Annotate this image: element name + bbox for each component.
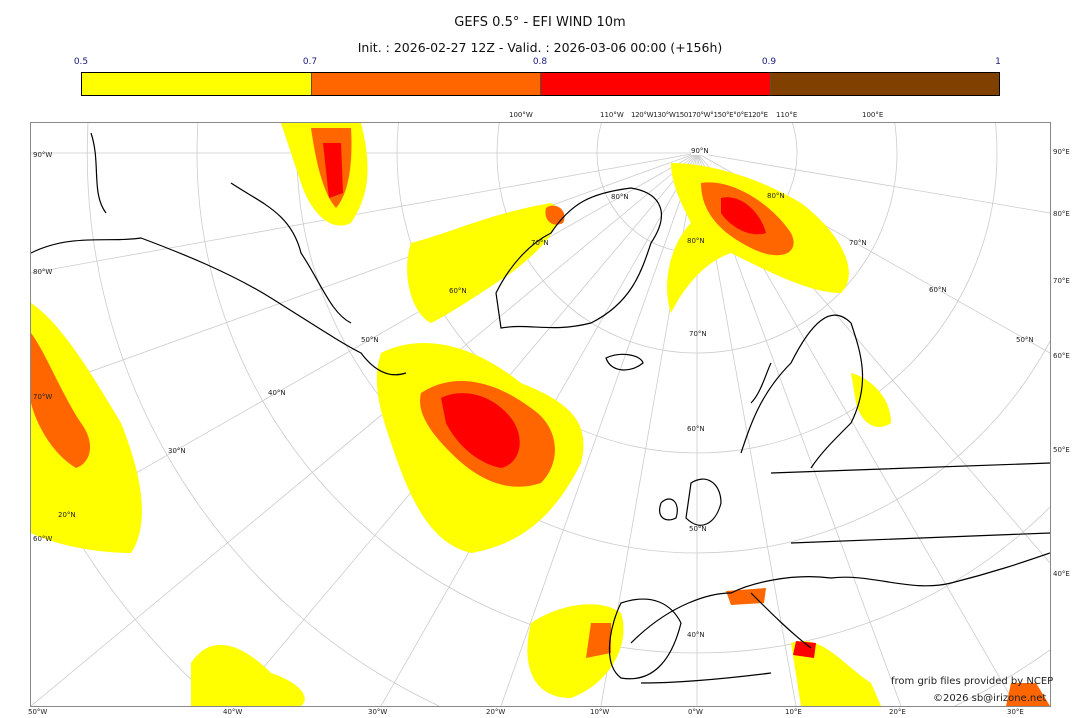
lat-label: 70°N xyxy=(531,239,549,247)
colorbar-segment xyxy=(770,73,999,95)
axis-label-right: 40°E xyxy=(1053,570,1070,578)
axis-label-top: 100°W xyxy=(509,111,533,119)
coastlines xyxy=(31,132,1050,684)
axis-label-bottom: 40°W xyxy=(223,708,243,716)
axis-label-top: 120°W130°W150170°W°150°E°0°E120°E xyxy=(631,111,768,119)
axis-label-top: 110°E xyxy=(776,111,798,119)
colorbar xyxy=(81,72,1000,96)
copyright: ©2026 sb@irizone.net xyxy=(933,693,1047,704)
efi-area xyxy=(721,197,766,235)
lat-label: 30°N xyxy=(168,447,186,455)
axis-label-bottom: 10°E xyxy=(785,708,802,716)
chart-subtitle: Init. : 2026-02-27 12Z - Valid. : 2026-0… xyxy=(357,40,723,55)
efi-area xyxy=(31,303,142,553)
map-panel: 90°W 80°W 70°W 60°W 90°N 80°N 70°N 60°N … xyxy=(30,122,1051,707)
axis-label-left: 90°W xyxy=(33,151,53,159)
colorbar-tick: 0.8 xyxy=(532,57,548,67)
axis-label-bottom: 30°W xyxy=(368,708,388,716)
map-canvas xyxy=(31,123,1050,706)
efi-area xyxy=(586,623,611,658)
axis-label-top: 100°E xyxy=(862,111,884,119)
lat-label: 40°N xyxy=(687,631,705,639)
colorbar-tick: 0.5 xyxy=(73,57,89,67)
axis-label-left: 60°W xyxy=(33,535,53,543)
axis-label-left: 80°W xyxy=(33,268,53,276)
lat-label: 80°N xyxy=(611,193,629,201)
efi-area xyxy=(545,205,565,225)
lat-label: 60°N xyxy=(687,425,705,433)
efi-area xyxy=(191,644,305,706)
axis-label-right: 50°E xyxy=(1053,446,1070,454)
lat-label: 60°N xyxy=(929,286,947,294)
axis-label-bottom: 30°E xyxy=(1007,708,1024,716)
efi-area xyxy=(31,333,91,468)
lat-label: 70°N xyxy=(689,330,707,338)
lat-label: 60°N xyxy=(449,287,467,295)
lat-label: 20°N xyxy=(58,511,76,519)
efi-area xyxy=(441,393,520,468)
efi-area xyxy=(1006,683,1050,706)
lat-label: 50°N xyxy=(361,336,379,344)
axis-label-right: 90°E xyxy=(1053,148,1070,156)
colorbar-segment xyxy=(311,73,541,95)
axis-label-bottom: 10°W xyxy=(590,708,610,716)
efi-area xyxy=(793,641,816,658)
colorbar-tick: 0.9 xyxy=(761,57,777,67)
lat-label: 80°N xyxy=(687,237,705,245)
data-credit: from grib files provided by NCEP xyxy=(891,676,1054,687)
colorbar-segment xyxy=(82,73,312,95)
lat-label: 40°N xyxy=(268,389,286,397)
efi-area xyxy=(851,373,891,427)
axis-label-right: 70°E xyxy=(1053,277,1070,285)
efi-area xyxy=(323,143,343,198)
axis-label-right: 60°E xyxy=(1053,352,1070,360)
lat-label: 70°N xyxy=(849,239,867,247)
axis-label-top: 110°W xyxy=(600,111,624,119)
lat-label: 50°N xyxy=(689,525,707,533)
axis-label-bottom: 20°E xyxy=(889,708,906,716)
efi-area xyxy=(726,588,766,605)
colorbar-segment xyxy=(541,73,771,95)
lat-label: 90°N xyxy=(691,147,709,155)
efi-area xyxy=(407,203,559,323)
lat-label: 80°N xyxy=(767,192,785,200)
efi-field xyxy=(31,123,1050,706)
axis-label-bottom: 50°W xyxy=(28,708,48,716)
axis-label-right: 80°E xyxy=(1053,210,1070,218)
axis-label-left: 70°W xyxy=(33,393,53,401)
colorbar-tick: 0.7 xyxy=(302,57,318,67)
chart-title: GEFS 0.5° - EFI WIND 10m xyxy=(454,15,626,30)
axis-label-bottom: 0°W xyxy=(688,708,703,716)
lat-label: 50°N xyxy=(1016,336,1034,344)
colorbar-tick: 1 xyxy=(995,57,1001,67)
axis-label-bottom: 20°W xyxy=(486,708,506,716)
